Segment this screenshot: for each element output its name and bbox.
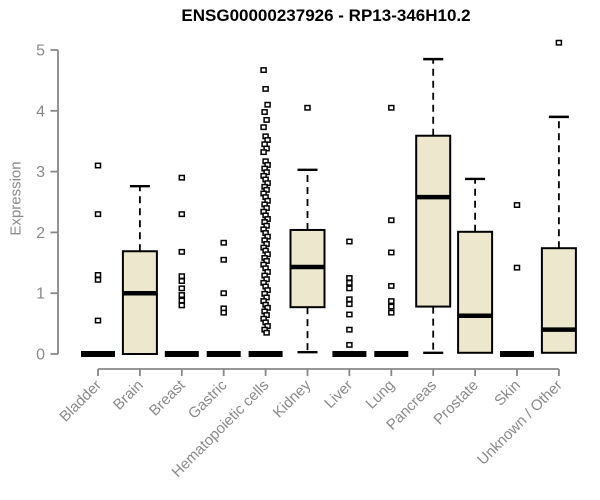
x-tick-label-prostate: Prostate	[430, 377, 482, 429]
box-brain	[121, 250, 158, 355]
x-tick-label-bladder: Bladder	[56, 377, 105, 426]
outlier-hematopoietic-cells-3	[261, 109, 268, 115]
outlier-kidney-0	[304, 104, 311, 111]
outlier-lung-4	[388, 298, 395, 305]
x-tick-label-brain: Brain	[110, 377, 147, 414]
y-tick-label: 1	[36, 286, 45, 303]
outlier-liver-0	[346, 238, 353, 245]
outlier-lung-3	[388, 282, 395, 289]
outlier-lung-0	[388, 104, 395, 111]
outlier-liver-3	[346, 285, 353, 292]
outlier-hematopoietic-cells-1	[262, 85, 269, 92]
outlier-bladder-1	[94, 211, 102, 218]
outlier-liver-6	[346, 311, 353, 318]
zero-bar-breast	[164, 351, 199, 357]
outlier-hematopoietic-cells-0	[260, 67, 267, 74]
zero-bar-bladder	[81, 351, 115, 357]
outlier-hematopoietic-cells-2	[264, 101, 271, 108]
outlier-lung-1	[388, 217, 395, 224]
outlier-gastric-0	[220, 239, 227, 246]
outlier-skin-1	[513, 264, 521, 271]
outlier-gastric-1	[220, 256, 227, 263]
x-tick-label-liver: Liver	[321, 377, 356, 412]
outlier-breast-3	[178, 273, 186, 280]
box-pancreas	[415, 134, 452, 308]
outlier-breast-7	[178, 297, 186, 304]
outlier-breast-0	[178, 174, 186, 181]
y-tick-label: 4	[36, 103, 45, 120]
x-tick-label-skin: Skin	[491, 377, 524, 410]
box-unknown-other	[540, 247, 577, 354]
y-tick-label: 2	[36, 225, 45, 242]
zero-bar-lung	[374, 351, 409, 357]
outlier-liver-1	[346, 275, 353, 281]
zero-bar-gastric	[206, 351, 241, 357]
x-tick-label-lung: Lung	[363, 377, 399, 413]
outlier-breast-6	[178, 292, 186, 298]
outlier-liver-2	[346, 279, 353, 286]
outlier-liver-5	[346, 301, 353, 308]
outlier-bladder-4	[94, 317, 102, 324]
outlier-breast-2	[178, 248, 186, 255]
zero-bar-hematopoietic-cells	[248, 351, 283, 357]
box-prostate	[457, 230, 494, 354]
outlier-liver-4	[346, 296, 353, 303]
outlier-unknown-other-0	[555, 39, 563, 46]
outlier-bladder-2	[94, 272, 102, 278]
outlier-liver-8	[346, 341, 353, 348]
x-tick-label-kidney: Kidney	[270, 376, 315, 421]
outlier-hematopoietic-cells-59	[263, 329, 270, 336]
chart-title: ENSG00000237926 - RP13-346H10.2	[181, 6, 471, 25]
outlier-lung-5	[388, 303, 395, 310]
zero-bar-skin	[500, 351, 534, 357]
outlier-hematopoietic-cells-5	[260, 124, 267, 131]
outlier-breast-5	[178, 285, 186, 292]
zero-bar-liver	[332, 351, 367, 357]
y-tick-label: 0	[36, 347, 45, 364]
outlier-lung-6	[388, 309, 395, 316]
outlier-breast-4	[178, 278, 186, 284]
outlier-lung-2	[388, 249, 395, 256]
y-tick-label: 3	[36, 164, 45, 181]
y-tick-label: 5	[36, 43, 45, 60]
outlier-breast-1	[178, 211, 186, 218]
outlier-liver-7	[346, 326, 353, 333]
outlier-bladder-3	[94, 276, 102, 283]
outlier-skin-0	[513, 202, 521, 208]
outlier-bladder-0	[94, 162, 102, 169]
x-tick-label-breast: Breast	[146, 376, 189, 419]
outlier-hematopoietic-cells-10	[260, 149, 267, 156]
outlier-breast-8	[178, 302, 186, 309]
outlier-hematopoietic-cells-4	[263, 116, 270, 123]
outlier-gastric-4	[220, 309, 227, 316]
outlier-gastric-2	[220, 290, 227, 297]
